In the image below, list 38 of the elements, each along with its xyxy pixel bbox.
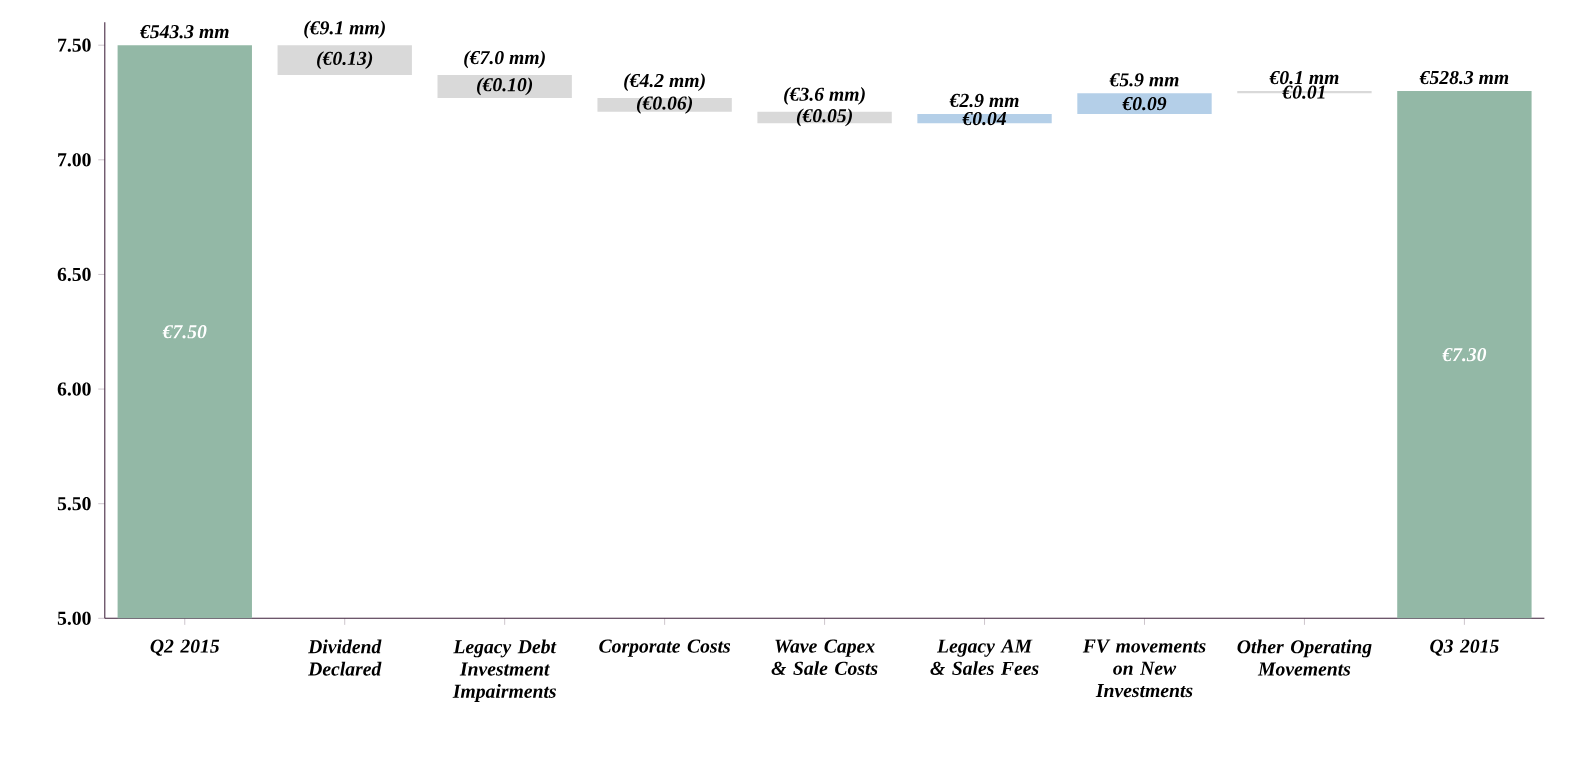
bar <box>1077 93 1212 115</box>
y-tick-label: 5.00 <box>57 611 91 626</box>
x-tick-label: Q3 2015 <box>1430 639 1499 657</box>
y-tick-label: 6.00 <box>57 382 91 396</box>
data-label: (€0.06) <box>636 96 693 114</box>
x-tick-label: Legacy Debt Investment Impairments <box>452 639 557 703</box>
x-tick-label: Legacy AM & Sales Fees <box>930 639 1039 676</box>
annotation: €543.3 mm <box>139 25 229 39</box>
annotation: (€7.0 mm) <box>464 50 545 69</box>
annotation: (€9.1 mm) <box>304 20 385 39</box>
data-label: (€0.13) <box>317 51 373 70</box>
data-label: €0.09 <box>1122 97 1167 111</box>
y-tick-label: 5.50 <box>57 497 91 511</box>
data-label: €0.01 <box>1282 85 1325 100</box>
annotation: (€4.2 mm) <box>624 73 705 92</box>
y-tick-label: 7.50 <box>58 38 91 53</box>
y-tick-label: 7.00 <box>58 153 91 167</box>
x-tick-label: Dividend Declared <box>308 639 382 676</box>
x-tick-label: Corporate Costs <box>599 639 731 657</box>
x-tick-label: Other Operating Movements <box>1237 639 1372 676</box>
bar <box>277 45 412 76</box>
y-tick-label: 6.50 <box>57 268 91 282</box>
data-label: €7.30 <box>1442 348 1487 362</box>
data-label: (€0.05) <box>796 108 852 127</box>
x-tick-label: Wave Capex & Sale Costs <box>771 639 878 676</box>
annotation: €5.9 mm <box>1109 73 1179 87</box>
bar <box>437 75 572 99</box>
data-label: €7.50 <box>162 325 207 339</box>
annotation: €0.1 mm <box>1269 71 1339 85</box>
annotation: €2.9 mm <box>949 94 1019 108</box>
data-label: (€0.10) <box>477 77 533 96</box>
bar <box>1397 91 1532 619</box>
annotation: €528.3 mm <box>1419 71 1509 85</box>
data-label: €0.04 <box>962 112 1007 126</box>
bar <box>117 45 252 619</box>
annotation: (€3.6 mm) <box>784 87 865 106</box>
x-tick-label: Q2 2015 <box>150 639 220 657</box>
x-tick-label: FV movements on New Investments <box>1082 639 1206 698</box>
